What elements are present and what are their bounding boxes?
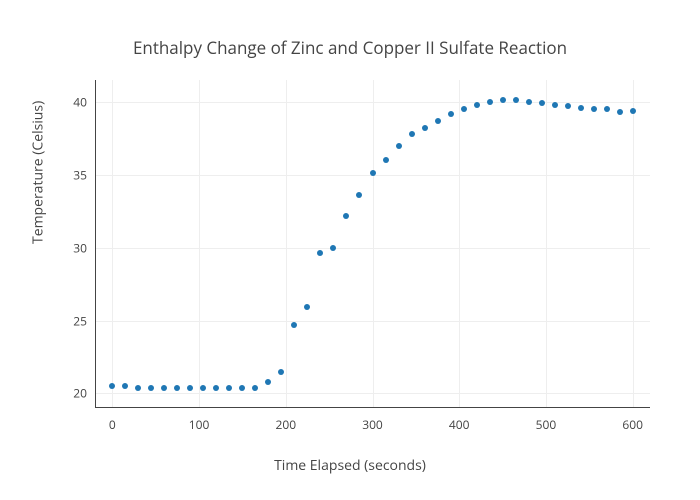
grid-line-x <box>112 80 113 408</box>
data-point <box>304 304 310 310</box>
data-point <box>578 105 584 111</box>
grid-line-x <box>633 80 634 408</box>
data-point <box>526 99 532 105</box>
data-point <box>396 143 402 149</box>
data-point <box>278 369 284 375</box>
data-point <box>356 192 362 198</box>
data-point <box>435 118 441 124</box>
y-tick-label: 30 <box>73 239 87 256</box>
data-point <box>565 103 571 109</box>
data-point <box>461 106 467 112</box>
grid-line-x <box>199 80 200 408</box>
data-point <box>604 106 610 112</box>
data-point <box>617 109 623 115</box>
grid-line-x <box>546 80 547 408</box>
data-point <box>330 245 336 251</box>
y-axis-line <box>95 80 96 408</box>
x-axis-line <box>95 407 650 408</box>
data-point <box>161 385 167 391</box>
data-point <box>500 97 506 103</box>
data-point <box>291 322 297 328</box>
data-point <box>474 102 480 108</box>
data-point <box>239 385 245 391</box>
chart-container: Enthalpy Change of Zinc and Copper II Su… <box>0 0 700 500</box>
data-point <box>370 170 376 176</box>
data-point <box>383 157 389 163</box>
chart-title: Enthalpy Change of Zinc and Copper II Su… <box>133 36 567 59</box>
data-point <box>122 383 128 389</box>
data-point <box>317 250 323 256</box>
data-point <box>448 111 454 117</box>
data-point <box>343 213 349 219</box>
data-point <box>252 385 258 391</box>
data-point <box>409 131 415 137</box>
grid-line-y <box>95 248 650 249</box>
data-point <box>539 100 545 106</box>
y-tick-label: 20 <box>73 385 87 402</box>
data-point <box>630 108 636 114</box>
grid-line-x <box>286 80 287 408</box>
data-point <box>200 385 206 391</box>
data-point <box>135 385 141 391</box>
data-point <box>552 102 558 108</box>
x-tick-label: 100 <box>189 416 210 433</box>
data-point <box>187 385 193 391</box>
data-point <box>213 385 219 391</box>
data-point <box>148 385 154 391</box>
x-tick-label: 0 <box>109 416 116 433</box>
data-point <box>174 385 180 391</box>
data-point <box>513 97 519 103</box>
plot-area: 01002003004005006002025303540 <box>95 80 650 408</box>
grid-line-x <box>373 80 374 408</box>
data-point <box>109 383 115 389</box>
data-point <box>265 379 271 385</box>
x-tick-label: 300 <box>362 416 383 433</box>
y-tick-label: 25 <box>73 312 87 329</box>
x-tick-label: 600 <box>622 416 643 433</box>
y-axis-title: Temperature (Celsius) <box>29 101 48 244</box>
grid-line-y <box>95 321 650 322</box>
x-axis-title: Time Elapsed (seconds) <box>274 456 426 475</box>
grid-line-x <box>459 80 460 408</box>
y-tick-label: 40 <box>73 93 87 110</box>
x-tick-label: 500 <box>536 416 557 433</box>
y-tick-label: 35 <box>73 166 87 183</box>
data-point <box>226 385 232 391</box>
x-tick-label: 400 <box>449 416 470 433</box>
data-point <box>487 99 493 105</box>
data-point <box>591 106 597 112</box>
x-tick-label: 200 <box>275 416 296 433</box>
data-point <box>422 125 428 131</box>
grid-line-y <box>95 393 650 394</box>
